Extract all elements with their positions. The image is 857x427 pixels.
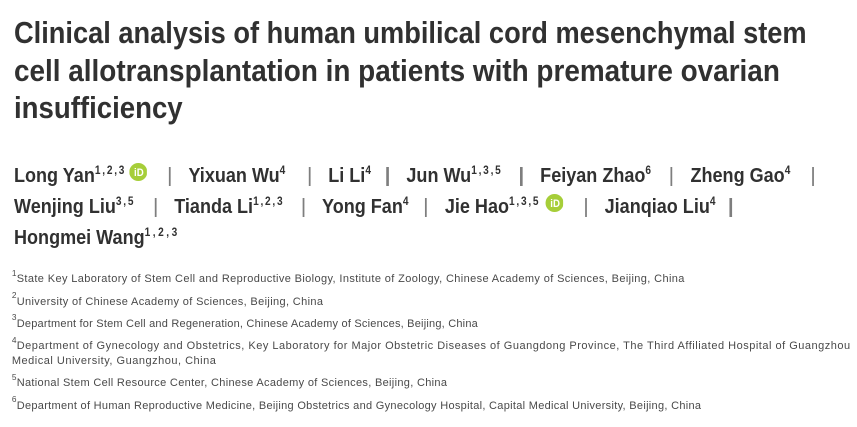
svg-text:iD: iD [134,168,144,180]
svg-text:iD: iD [550,199,560,211]
